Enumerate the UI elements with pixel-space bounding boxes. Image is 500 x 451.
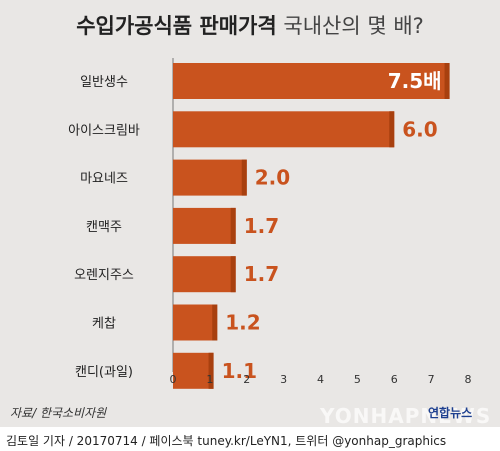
- category-label: 마요네즈: [80, 172, 128, 187]
- value-label: 6.0: [402, 117, 437, 141]
- x-tick-label: 0: [170, 373, 177, 386]
- bar-edge: [230, 256, 236, 293]
- bar: [173, 63, 450, 99]
- value-label: 7.5배: [388, 69, 442, 93]
- category-label: 캔맥주: [86, 220, 122, 235]
- x-tick-label: 3: [280, 373, 287, 386]
- value-label: 1.7: [244, 262, 279, 286]
- footer-bar: 김토일 기자 / 20170714 / 페이스북 tuney.kr/LeYN1,…: [0, 427, 500, 451]
- value-label: 1.2: [225, 311, 260, 335]
- value-label: 1.1: [222, 359, 257, 383]
- title-main: 수입가공식품 판매가격: [76, 14, 277, 38]
- bar: [173, 159, 247, 196]
- x-tick-label: 5: [354, 373, 361, 386]
- category-label: 오렌지주스: [74, 268, 134, 283]
- bar: [173, 111, 395, 148]
- bar-edge: [241, 159, 247, 196]
- x-tick-label: 4: [317, 373, 324, 386]
- x-tick-label: 7: [428, 373, 435, 386]
- bar-edge: [444, 63, 450, 99]
- bar: [173, 207, 236, 244]
- category-label: 일반생수: [80, 75, 128, 90]
- watermark: YONHAPNEWS: [320, 404, 492, 428]
- source-note: 자료/ 한국소비자원: [10, 406, 107, 420]
- bar-edge: [208, 352, 214, 389]
- bar: [173, 256, 236, 293]
- value-label: 1.7: [244, 214, 279, 238]
- category-label: 아이스크림바: [68, 123, 140, 138]
- bar-edge: [230, 207, 236, 244]
- value-label: 2.0: [255, 166, 290, 190]
- bar: [173, 304, 218, 341]
- category-label: 케찹: [92, 317, 116, 332]
- category-label: 캔디(과일): [75, 365, 133, 380]
- x-tick-label: 2: [243, 373, 250, 386]
- x-tick-label: 8: [465, 373, 472, 386]
- bar: [173, 352, 214, 389]
- bar-edge: [212, 304, 218, 341]
- x-tick-label: 1: [206, 373, 213, 386]
- publisher-logo: 연합뉴스: [428, 406, 473, 420]
- title-sub: 국내산의 몇 배?: [283, 14, 424, 38]
- x-tick-label: 6: [391, 373, 398, 386]
- footer-credit: 김토일 기자 / 20170714 / 페이스북 tuney.kr/LeYN1,…: [6, 434, 447, 448]
- chart-title: 수입가공식품 판매가격 국내산의 몇 배?: [0, 10, 500, 40]
- bar-edge: [389, 111, 395, 148]
